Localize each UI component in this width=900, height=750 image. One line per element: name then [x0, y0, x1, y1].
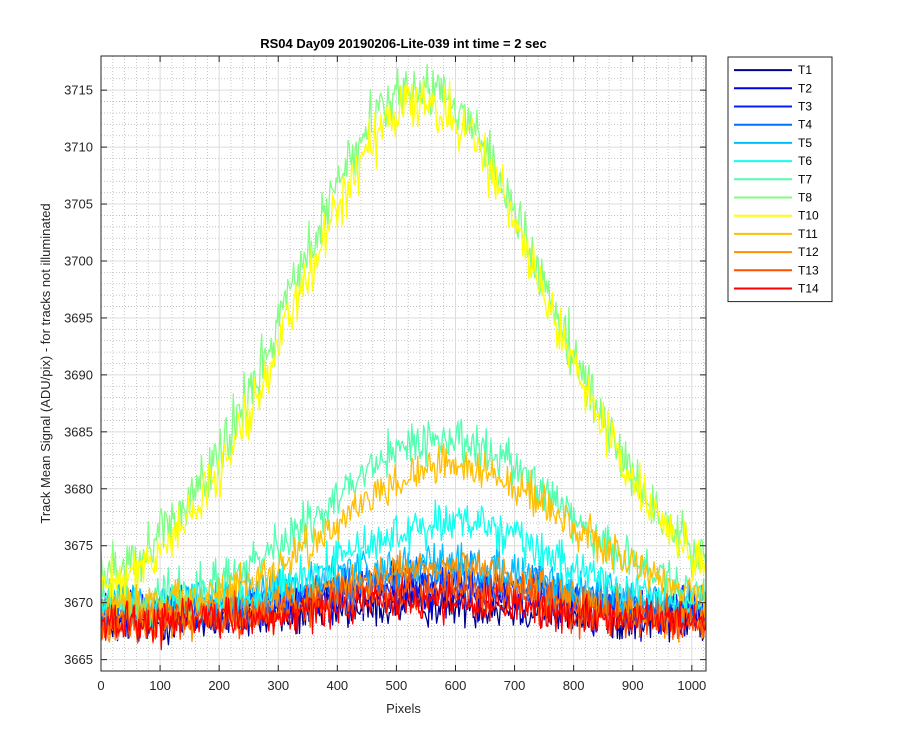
y-tick-label: 3685 [64, 424, 93, 439]
y-tick-label: 3690 [64, 367, 93, 382]
legend-label-t14: T14 [798, 282, 819, 296]
legend-label-t2: T2 [798, 81, 812, 95]
x-tick-label: 1000 [677, 678, 706, 693]
y-tick-labels: 3665 3670 3675 3680 3685 3690 3695 3700 3705 3710… [64, 83, 93, 667]
legend-label-t3: T3 [798, 100, 812, 114]
legend-label-t7: T7 [798, 172, 812, 186]
x-tick-label: 400 [326, 678, 348, 693]
series-line-t14 [101, 574, 706, 651]
y-tick-label: 3700 [64, 254, 93, 269]
legend-label-t11: T11 [798, 227, 818, 241]
chart-title: RS04 Day09 20190206-Lite-039 int time = … [260, 36, 547, 51]
legend-label-t4: T4 [798, 118, 812, 132]
legend-label-t12: T12 [798, 245, 819, 259]
series-line-t8 [101, 63, 706, 591]
y-tick-label: 3665 [64, 652, 93, 667]
series-line-t7 [101, 418, 706, 631]
x-tick-label: 800 [563, 678, 585, 693]
x-tick-labels: 0 100 200 300 400 500 600 700 800 900 1000 [97, 678, 706, 693]
grid [100, 55, 706, 672]
series-group [101, 63, 706, 651]
y-tick-label: 3695 [64, 310, 93, 325]
x-tick-label: 900 [622, 678, 644, 693]
legend-label-t5: T5 [798, 136, 812, 150]
y-tick-label: 3705 [64, 197, 93, 212]
y-axis-label: Track Mean Signal (ADU/pix) - for tracks… [38, 203, 53, 523]
x-tick-label: 500 [386, 678, 408, 693]
x-tick-label: 700 [504, 678, 526, 693]
x-tick-label: 100 [149, 678, 171, 693]
x-tick-label: 0 [97, 678, 104, 693]
axes [100, 55, 707, 672]
y-tick-label: 3710 [64, 140, 93, 155]
series-line-t11 [101, 443, 706, 629]
x-tick-label: 200 [208, 678, 230, 693]
axes-box [100, 55, 707, 672]
legend-label-t10: T10 [798, 209, 819, 223]
x-tick-label: 600 [445, 678, 467, 693]
y-tick-label: 3675 [64, 538, 93, 553]
y-tick-label: 3715 [64, 83, 93, 98]
y-tick-label: 3680 [64, 481, 93, 496]
legend-label-t8: T8 [798, 191, 812, 205]
legend-label-t6: T6 [798, 154, 812, 168]
legend-label-t13: T13 [798, 263, 819, 277]
y-tick-label: 3670 [64, 595, 93, 610]
x-axis-label: Pixels [386, 701, 421, 716]
legend[interactable]: T1 T2 T3 T4 T5 T6 T7 T8 T10 T11 T12 T13 T14 [727, 56, 833, 303]
legend-label-t1: T1 [798, 63, 812, 77]
x-tick-label: 300 [267, 678, 289, 693]
series-line-t10 [101, 79, 706, 604]
